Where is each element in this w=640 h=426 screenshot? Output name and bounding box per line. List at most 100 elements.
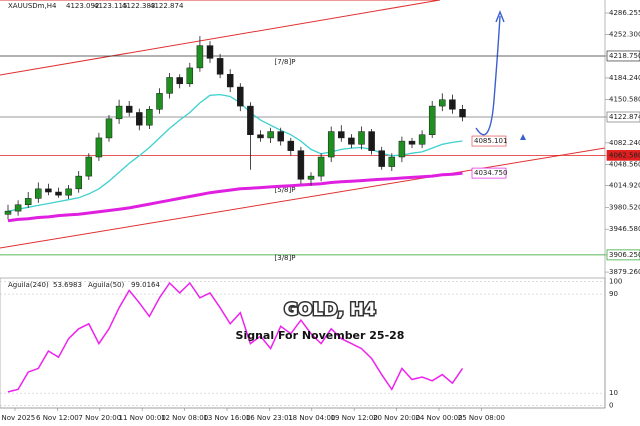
candle-body	[55, 191, 62, 196]
candle-body	[307, 175, 315, 180]
price-box	[606, 111, 640, 123]
indicator-reading: 53.6983	[53, 281, 82, 289]
x-tick-label: 18 Nov 04:00	[288, 414, 335, 422]
x-tick-label: 12 Nov 08:00	[161, 414, 208, 422]
candle-body	[14, 204, 22, 212]
x-tick-label: 13 Nov 16:00	[203, 414, 250, 422]
ma-label: 4034.750	[474, 169, 507, 177]
candle-body	[186, 67, 194, 85]
y-tick-label: 100	[609, 278, 622, 286]
moving-average	[7, 93, 463, 212]
level-annotation: [7/8]P	[275, 58, 296, 66]
quote-value: 4123.115	[94, 2, 127, 10]
candle-body	[428, 105, 436, 135]
candle-body	[348, 137, 355, 145]
chart-subtitle: Signal For November 25-28	[236, 329, 405, 342]
candle-body	[176, 77, 183, 85]
candle-body	[105, 118, 113, 139]
y-tick-label: 10	[609, 389, 618, 397]
candle-body	[378, 150, 385, 167]
y-tick-label: 90	[609, 290, 618, 298]
chart-title: GOLD, H4	[284, 300, 376, 320]
candle-body	[156, 93, 163, 110]
candle-body	[388, 156, 396, 167]
candle-body	[398, 140, 406, 158]
candle-body	[85, 156, 93, 177]
candle-body	[95, 137, 103, 158]
forecast-arrow-head	[495, 10, 505, 23]
candle-body	[35, 188, 42, 199]
price-box	[606, 50, 640, 62]
y-tick-label: 3879.260	[609, 268, 640, 276]
candle-body	[125, 105, 133, 113]
indicator-name: Aguila(50)	[88, 281, 124, 289]
candle-body	[418, 134, 426, 145]
x-tick-label: 16 Nov 23:01	[246, 414, 293, 422]
x-tick-label: 7 Nov 20:00	[78, 414, 121, 422]
candle-body	[317, 156, 325, 177]
candle-body	[45, 188, 52, 193]
candle-body	[75, 175, 82, 190]
y-tick-label: 0	[609, 402, 613, 410]
candle-body	[146, 109, 153, 126]
y-tick-label: 3906.250	[609, 251, 640, 259]
x-tick-label: 24 Nov 00:00	[415, 414, 462, 422]
candle-body	[247, 105, 254, 135]
y-tick-label: 4122.874	[609, 113, 640, 121]
candle-body	[449, 99, 456, 110]
forecast-arrow	[475, 15, 501, 136]
level-annotation: [5/8]P	[275, 186, 296, 194]
y-tick-label: 3946.580	[609, 225, 640, 233]
quote-value: 4122.874	[150, 2, 184, 10]
candle-body	[257, 134, 264, 139]
y-tick-label: 4184.240	[609, 74, 640, 82]
x-tick-label: 6 Nov 12:00	[36, 414, 79, 422]
moving-average	[7, 171, 463, 223]
y-tick-label: 4218.750	[609, 52, 640, 60]
candle-body	[327, 131, 335, 158]
ma-label: 4085.101	[474, 137, 507, 145]
candle-body	[4, 210, 12, 215]
candle-body	[338, 131, 345, 139]
y-tick-label: 4014.920	[609, 182, 640, 190]
x-tick-label: 25 Nov 08:00	[458, 414, 505, 422]
indicator-line	[7, 281, 464, 393]
ma-label-box	[471, 167, 507, 179]
candle-body	[24, 198, 32, 206]
candle-body	[136, 112, 143, 126]
price-box	[606, 150, 640, 161]
y-tick-label: 4252.300	[609, 31, 640, 39]
price-box	[606, 249, 640, 261]
candle-body	[65, 188, 72, 196]
y-tick-label: 3980.520	[609, 204, 640, 212]
candle-body	[297, 150, 305, 180]
candle-body	[358, 131, 365, 145]
y-tick-label: 4048.560	[609, 160, 640, 168]
candle-body	[226, 74, 234, 88]
y-tick-label: 4150.580	[609, 95, 640, 103]
candle-body	[115, 105, 123, 120]
indicator-reading: 99.0164	[131, 281, 160, 289]
candle-body	[196, 45, 204, 69]
symbol: XAUUSDm,H4	[8, 2, 57, 10]
y-tick-label: 4286.255	[609, 9, 640, 17]
candle-body	[287, 140, 295, 151]
x-tick-label: 11 Nov 00:00	[119, 414, 166, 422]
candle-body	[439, 99, 446, 107]
channel-line	[0, 147, 606, 249]
quote-value: 4123.092	[66, 2, 99, 10]
candle-body	[267, 131, 274, 139]
x-tick-label: 19 Nov 12:00	[331, 414, 378, 422]
y-tick-label: 4082.240	[609, 139, 640, 147]
candle-body	[237, 86, 244, 107]
x-tick-label: 20 Nov 20:00	[373, 414, 420, 422]
candle-body	[459, 109, 466, 118]
indicator-name: Aguila(240)	[8, 281, 49, 289]
candle-body	[408, 140, 416, 145]
candle-body	[277, 131, 284, 142]
y-tick-label: 4062.580	[609, 151, 640, 159]
candle-body	[166, 77, 173, 94]
